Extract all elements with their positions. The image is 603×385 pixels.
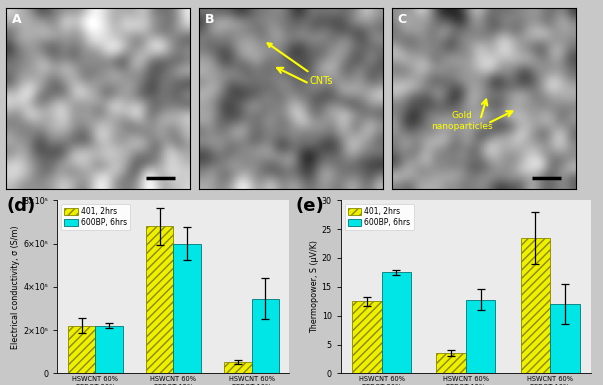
Text: Gold
nanoparticles: Gold nanoparticles <box>431 111 493 131</box>
Y-axis label: Thermopower, S (μV/K): Thermopower, S (μV/K) <box>309 240 318 333</box>
Text: (d): (d) <box>6 197 36 215</box>
Bar <box>174 243 201 373</box>
Text: B: B <box>204 13 214 26</box>
Bar <box>95 326 122 373</box>
Text: C: C <box>397 13 406 26</box>
Bar <box>437 353 466 373</box>
Text: A: A <box>11 13 21 26</box>
Legend: 401, 2hrs, 600BP, 6hrs: 401, 2hrs, 600BP, 6hrs <box>344 204 414 230</box>
Y-axis label: Electrical conductivity, σ (S/m): Electrical conductivity, σ (S/m) <box>11 225 21 349</box>
Legend: 401, 2hrs, 600BP, 6hrs: 401, 2hrs, 600BP, 6hrs <box>61 204 130 230</box>
Bar <box>550 304 579 373</box>
Bar <box>146 226 174 373</box>
Text: (e): (e) <box>295 197 324 215</box>
Bar <box>352 301 382 373</box>
Bar <box>466 300 495 373</box>
Bar <box>224 362 251 373</box>
Bar <box>68 326 95 373</box>
Text: CNTs: CNTs <box>268 43 333 86</box>
Bar <box>382 273 411 373</box>
Bar <box>251 299 279 373</box>
Bar <box>520 238 550 373</box>
